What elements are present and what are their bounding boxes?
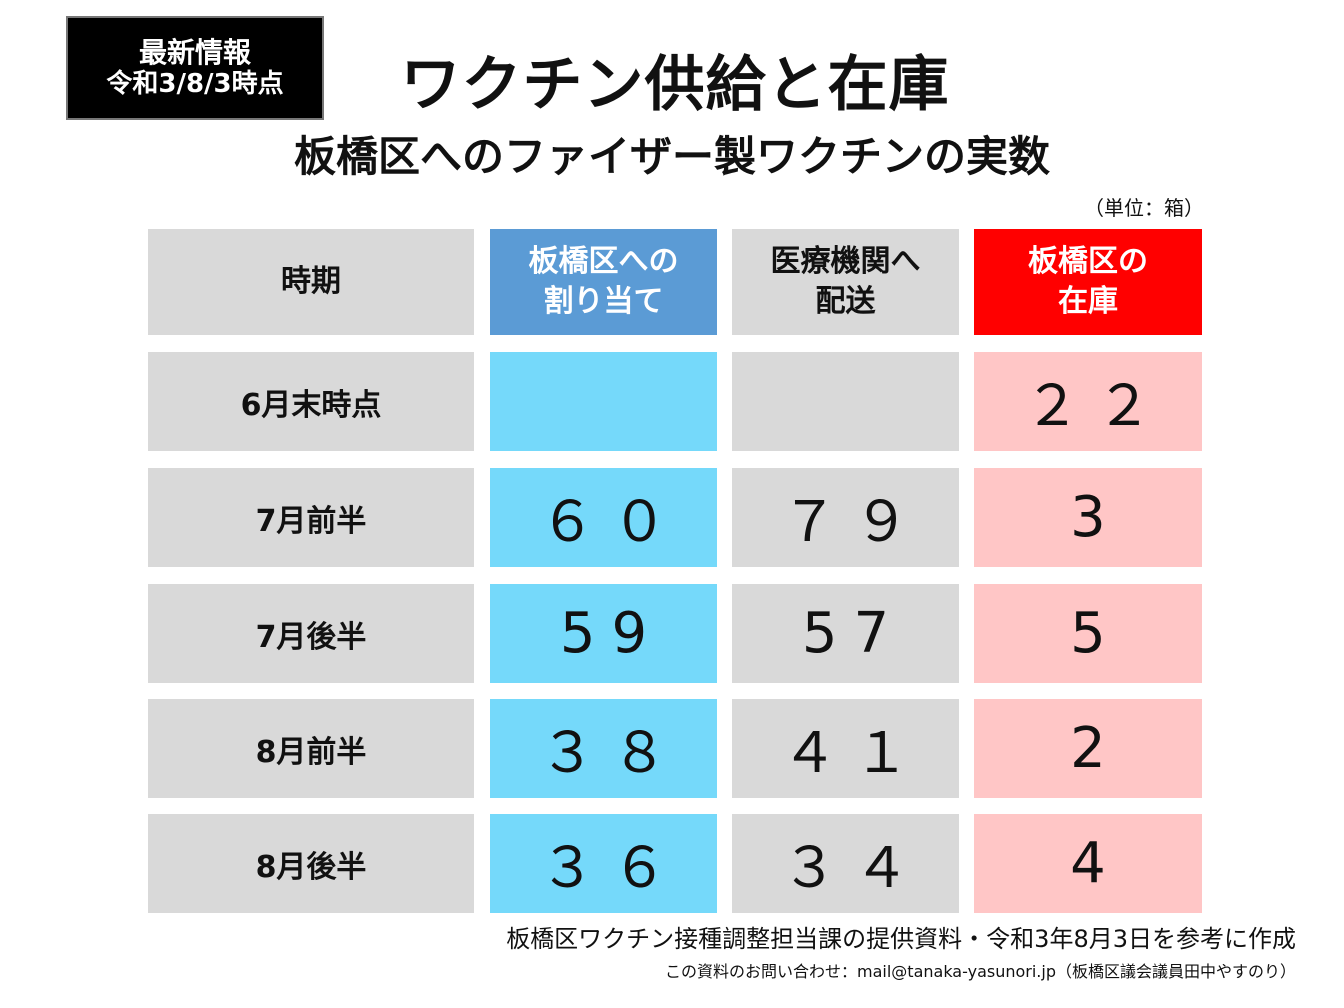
period-cell: 8月前半 xyxy=(148,699,474,798)
period-cell: 7月後半 xyxy=(148,584,474,683)
header-period: 時期 xyxy=(148,229,474,335)
delivery-cell: 57 xyxy=(732,584,959,683)
update-badge: 最新情報 令和3/8/3時点 xyxy=(66,16,324,120)
delivery-cell: ３４ xyxy=(732,814,959,913)
contact-note: この資料のお問い合わせ：mail@tanaka-yasunori.jp（板橋区議… xyxy=(665,962,1296,981)
stock-cell: 5 xyxy=(974,584,1202,683)
header-stock: 板橋区の 在庫 xyxy=(974,229,1202,335)
header-delivery-label: 医療機関へ 配送 xyxy=(770,243,921,320)
page-title: ワクチン供給と在庫 xyxy=(400,50,950,120)
stock-cell: ２２ xyxy=(974,352,1202,451)
allocation-cell: ３６ xyxy=(490,814,717,913)
header-allocation-label: 板橋区への 割り当て xyxy=(528,243,679,320)
allocation-cell: ６０ xyxy=(490,468,717,567)
delivery-cell: ７９ xyxy=(732,468,959,567)
allocation-cell: ３８ xyxy=(490,699,717,798)
allocation-cell xyxy=(490,352,717,451)
stock-cell: 3 xyxy=(974,468,1202,567)
allocation-cell: 59 xyxy=(490,584,717,683)
badge-label: 最新情報 xyxy=(138,35,251,69)
period-cell: 6月末時点 xyxy=(148,352,474,451)
header-period-label: 時期 xyxy=(281,263,341,299)
delivery-cell xyxy=(732,352,959,451)
badge-date: 令和3/8/3時点 xyxy=(106,69,284,100)
stock-cell: 2 xyxy=(974,699,1202,798)
stock-cell: 4 xyxy=(974,814,1202,913)
page-subtitle: 板橋区へのファイザー製ワクチンの実数 xyxy=(293,132,1050,181)
unit-note: （単位：箱） xyxy=(1084,196,1204,220)
delivery-cell: ４１ xyxy=(732,699,959,798)
header-delivery: 医療機関へ 配送 xyxy=(732,229,959,335)
source-note: 板橋区ワクチン接種調整担当課の提供資料・令和3年8月3日を参考に作成 xyxy=(506,925,1296,953)
header-stock-label: 板橋区の 在庫 xyxy=(1028,243,1148,320)
header-allocation: 板橋区への 割り当て xyxy=(490,229,717,335)
period-cell: 7月前半 xyxy=(148,468,474,567)
period-cell: 8月後半 xyxy=(148,814,474,913)
